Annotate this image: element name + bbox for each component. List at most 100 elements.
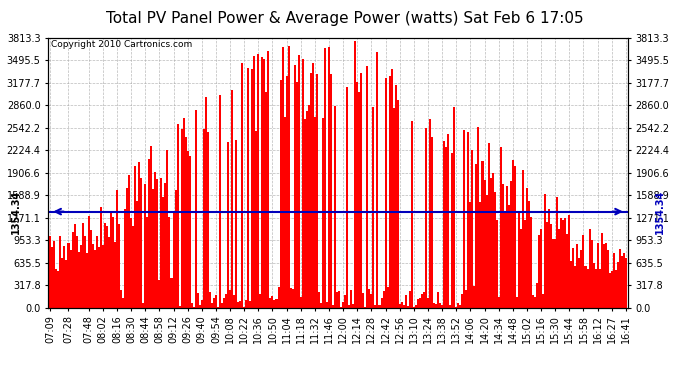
Bar [589, 229, 591, 308]
Bar [150, 146, 152, 308]
Bar [61, 258, 63, 307]
Bar [520, 229, 522, 308]
Bar [66, 260, 68, 308]
Bar [548, 209, 550, 308]
Bar [297, 55, 299, 308]
Bar [266, 92, 268, 308]
Bar [518, 212, 520, 308]
Bar [528, 201, 530, 308]
Bar [255, 131, 257, 308]
Bar [92, 244, 94, 308]
Bar [140, 178, 142, 308]
Bar [346, 87, 348, 308]
Bar [96, 236, 98, 308]
Bar [600, 233, 602, 308]
Bar [126, 188, 128, 308]
Bar [235, 140, 237, 308]
Bar [358, 92, 360, 308]
Bar [257, 54, 259, 307]
Bar [584, 266, 586, 308]
Bar [124, 209, 126, 308]
Bar [304, 119, 306, 308]
Bar [233, 296, 235, 307]
Bar [384, 78, 386, 308]
Bar [122, 298, 124, 307]
Bar [138, 162, 140, 308]
Bar [282, 47, 284, 308]
Bar [625, 258, 627, 308]
Bar [277, 287, 279, 308]
Bar [229, 290, 231, 308]
Bar [460, 305, 462, 308]
Bar [621, 256, 623, 308]
Bar [542, 294, 544, 307]
Bar [413, 307, 415, 308]
Bar [186, 151, 188, 308]
Bar [205, 97, 207, 308]
Bar [491, 173, 493, 308]
Bar [247, 69, 249, 308]
Bar [613, 253, 615, 308]
Bar [403, 305, 405, 308]
Bar [360, 74, 362, 308]
Bar [162, 197, 164, 308]
Bar [514, 166, 516, 308]
Text: 1354.34: 1354.34 [655, 189, 664, 234]
Bar [582, 234, 584, 308]
Bar [164, 183, 166, 308]
Bar [185, 137, 186, 308]
Bar [421, 294, 423, 308]
Bar [195, 110, 197, 308]
Bar [493, 192, 495, 308]
Bar [166, 150, 168, 308]
Bar [393, 108, 395, 307]
Bar [379, 305, 380, 308]
Bar [243, 307, 245, 308]
Bar [576, 244, 578, 308]
Bar [77, 252, 79, 308]
Bar [495, 220, 497, 308]
Bar [63, 246, 66, 308]
Bar [253, 56, 255, 308]
Bar [524, 220, 526, 308]
Bar [328, 47, 330, 308]
Bar [407, 306, 408, 308]
Bar [580, 249, 582, 308]
Bar [351, 290, 352, 308]
Bar [330, 74, 332, 308]
Bar [51, 248, 53, 308]
Bar [362, 293, 364, 308]
Bar [190, 303, 193, 307]
Bar [49, 236, 51, 308]
Bar [136, 201, 138, 308]
Bar [462, 294, 463, 307]
Bar [134, 166, 136, 308]
Bar [415, 305, 417, 308]
Bar [482, 160, 484, 308]
Bar [397, 99, 399, 308]
Bar [516, 297, 518, 307]
Bar [417, 299, 419, 307]
Bar [607, 250, 609, 307]
Bar [241, 63, 243, 308]
Bar [271, 296, 273, 307]
Bar [488, 143, 490, 308]
Bar [94, 250, 96, 307]
Bar [599, 269, 600, 308]
Bar [57, 271, 59, 308]
Text: 1354.34: 1354.34 [12, 189, 21, 234]
Bar [188, 156, 190, 308]
Bar [332, 305, 334, 308]
Bar [569, 215, 571, 308]
Bar [237, 302, 239, 307]
Bar [215, 295, 217, 307]
Bar [619, 249, 621, 308]
Bar [550, 224, 552, 308]
Bar [142, 303, 144, 307]
Bar [441, 304, 443, 307]
Bar [79, 245, 81, 308]
Bar [213, 298, 215, 307]
Bar [504, 213, 506, 308]
Bar [110, 212, 112, 308]
Bar [86, 253, 88, 308]
